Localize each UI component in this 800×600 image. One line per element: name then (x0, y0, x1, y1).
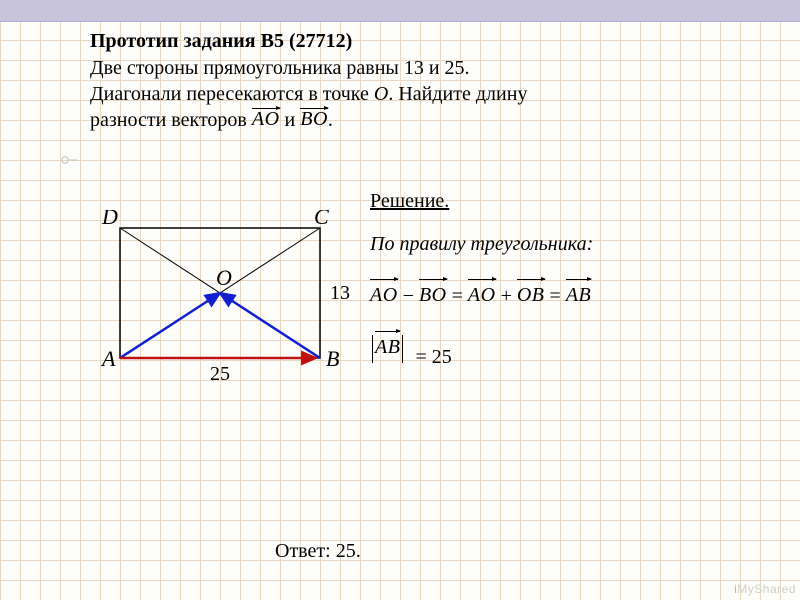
problem-line2b: . Найдите длину (388, 83, 527, 105)
result-value: 25 (432, 346, 452, 368)
solution-equation-1: AO − BO = AO + OB = AB (370, 278, 750, 314)
problem-line3c: . (328, 109, 333, 131)
eq-op: = (415, 346, 426, 368)
problem-line1: Две стороны прямоугольника равны 13 и 25… (90, 57, 470, 79)
watermark: iMyShared (734, 582, 796, 596)
eq-vec: AO (370, 279, 398, 313)
problem-line3b: и (285, 109, 301, 131)
svg-text:O: O (216, 265, 232, 290)
point-o: O (374, 83, 388, 105)
problem-title: Прототип задания B5 (27712) (90, 30, 740, 53)
svg-text:B: B (326, 346, 339, 371)
problem-line3a: разности векторов (90, 109, 252, 131)
solution-rule: По правилу треугольника: (370, 233, 750, 256)
eq-vec: AO (468, 279, 496, 313)
solution-equation-2: AB = 25 (370, 332, 750, 375)
vector-bo: BO (300, 108, 328, 132)
eq-op: = (452, 285, 463, 307)
svg-text:C: C (314, 210, 329, 229)
diagram: A B C D O 25 13 (90, 210, 350, 410)
vector-ao: AO (252, 108, 280, 132)
eq-op: + (501, 285, 512, 307)
solution-title: Решение. (370, 190, 750, 213)
problem-text: Две стороны прямоугольника равны 13 и 25… (90, 55, 740, 133)
eq-vec: AB (566, 279, 591, 313)
solution-block: Решение. По правилу треугольника: AO − B… (370, 190, 750, 393)
eq-vec: BO (419, 279, 447, 313)
svg-text:13: 13 (330, 282, 350, 304)
svg-text:25: 25 (210, 363, 230, 385)
eq-op: − (403, 285, 414, 307)
problem-line2a: Диагонали пересекаются в точке (90, 83, 374, 105)
answer-value: 25. (336, 540, 361, 562)
svg-text:D: D (101, 210, 118, 229)
eq-vec: OB (517, 279, 545, 313)
abs-wrapper: AB (370, 332, 405, 366)
answer-label: Ответ: (275, 540, 336, 562)
watermark-text: MyShared (737, 582, 796, 596)
result-vec: AB (375, 331, 400, 365)
slide-content: Прототип задания B5 (27712) Две стороны … (0, 0, 800, 600)
eq-op: = (550, 285, 561, 307)
svg-text:A: A (100, 346, 116, 371)
answer: Ответ: 25. (275, 540, 361, 563)
